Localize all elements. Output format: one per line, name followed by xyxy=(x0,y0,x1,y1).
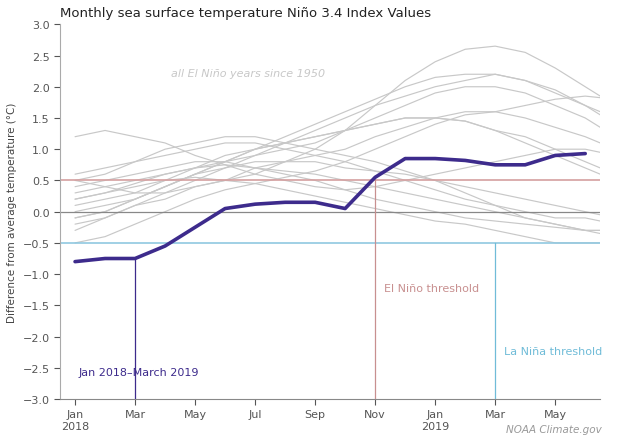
Y-axis label: Difference from average temperature (°C): Difference from average temperature (°C) xyxy=(7,102,17,322)
Text: La Niña threshold: La Niña threshold xyxy=(504,346,603,356)
Text: Monthly sea surface temperature Niño 3.4 Index Values: Monthly sea surface temperature Niño 3.4… xyxy=(60,7,431,20)
Text: NOAA Climate.gov: NOAA Climate.gov xyxy=(506,424,601,434)
Text: Jan 2018–March 2019: Jan 2018–March 2019 xyxy=(78,367,198,377)
Text: all El Niño years since 1950: all El Niño years since 1950 xyxy=(171,69,326,79)
Text: El Niño threshold: El Niño threshold xyxy=(384,284,479,294)
